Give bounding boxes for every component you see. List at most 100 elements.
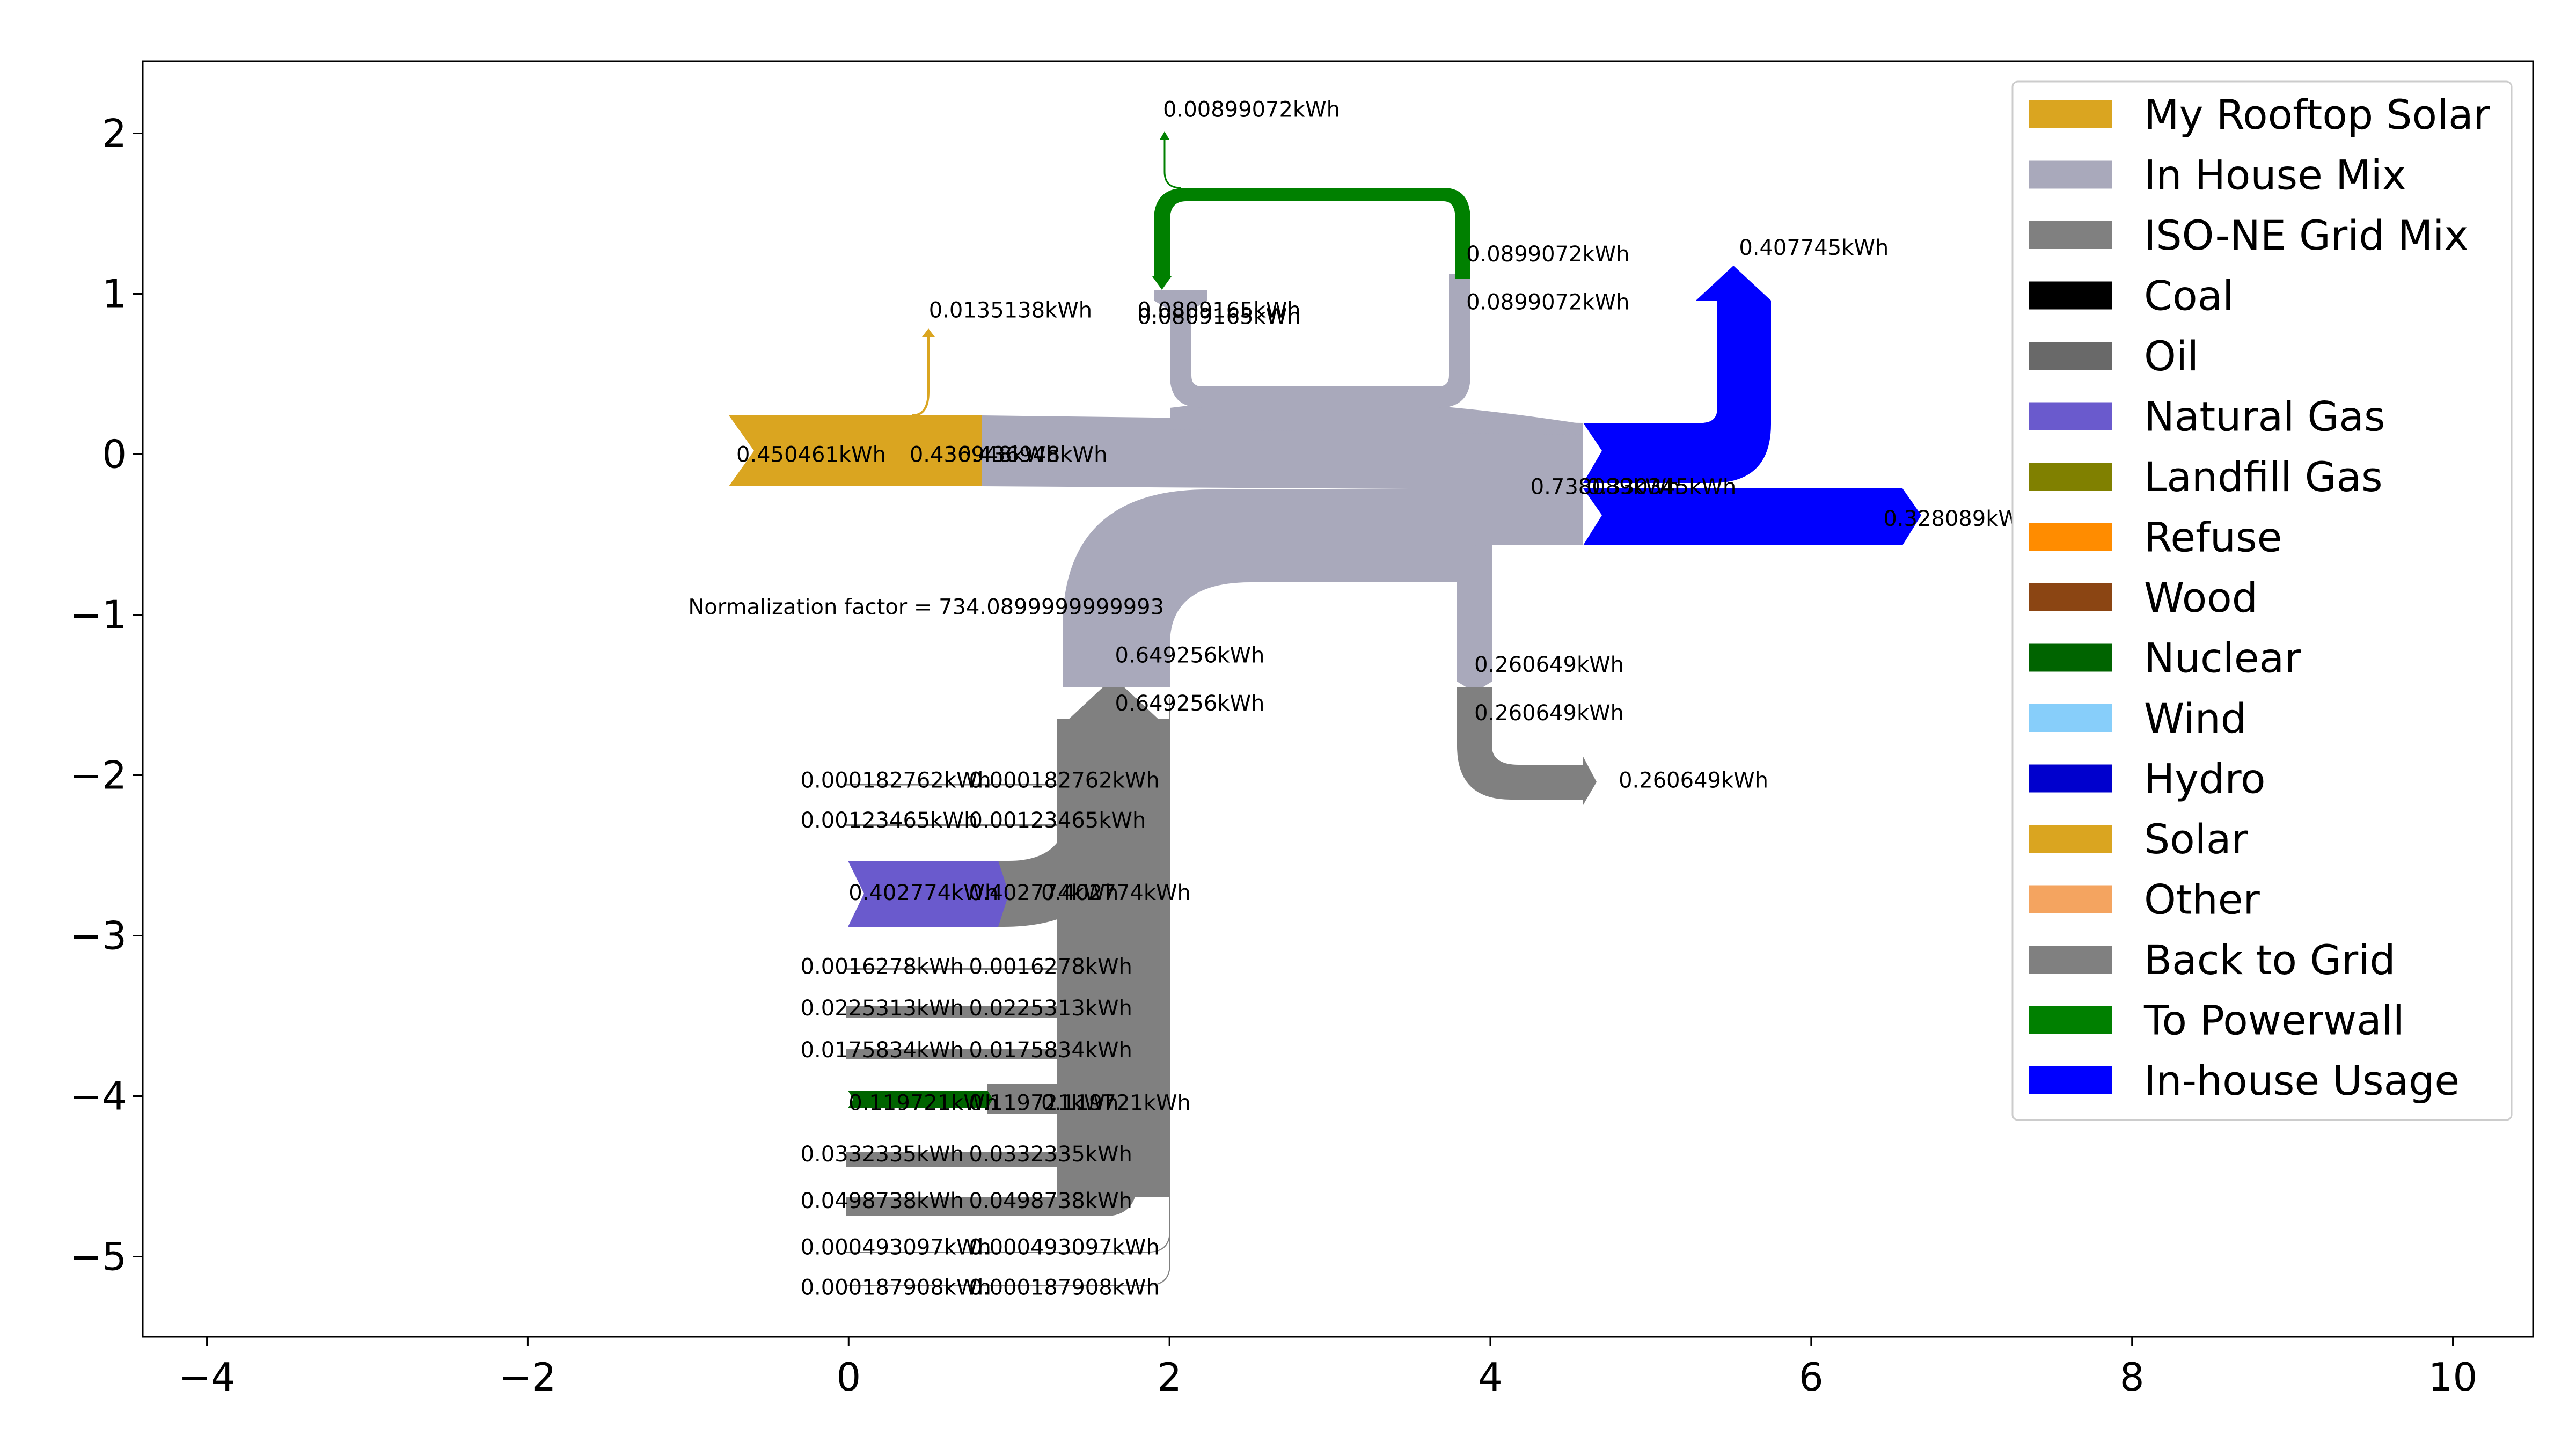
flow-value-label: 0.00899072kWh: [1163, 98, 1340, 122]
flow-value-label: 0.0332335kWh: [801, 1142, 964, 1167]
flow-labels: 0.00899072kWh 0.0135138kWh 0.0899072kWh 0.0…: [688, 98, 2033, 1300]
to-powerwall-arrow: [1152, 276, 1172, 290]
flow-value-label: 0.0899072kWh: [1466, 290, 1629, 314]
flow-value-label: 0.260649kWh: [1619, 768, 1768, 793]
legend-label: Nuclear: [2144, 634, 2301, 682]
legend-frame: [2011, 80, 2513, 1121]
legend-label: Natural Gas: [2144, 393, 2385, 441]
y-tick-label: 0: [102, 432, 127, 477]
flow-value-label: 0.000187908kWh: [969, 1275, 1159, 1300]
legend: My Rooftop Solar In House Mix ISO-NE Grid …: [2011, 80, 2513, 1121]
legend-swatch: [2029, 281, 2112, 310]
legend-swatch: [2029, 764, 2112, 793]
flow-value-label: 0.0225313kWh: [969, 996, 1132, 1021]
legend-label: My Rooftop Solar: [2144, 91, 2491, 138]
flow-value-label: 0.119721kWh: [969, 1091, 1118, 1115]
legend-label: Landfill Gas: [2144, 453, 2383, 501]
flow-value-label: 0.649256kWh: [1115, 643, 1264, 668]
back-to-grid-arrow: [1583, 757, 1597, 805]
sankey-flows: [729, 131, 1921, 1286]
legend-swatch: [2029, 463, 2112, 491]
legend-label: Wood: [2144, 574, 2258, 621]
y-tick-label: −4: [70, 1074, 127, 1119]
natural-gas-source: [848, 861, 1009, 927]
flow-value-label: 0.436948kWh: [958, 443, 1108, 467]
flow-value-label: 0.407745kWh: [1739, 236, 1889, 260]
back-to-grid-flow: [1457, 687, 1583, 800]
flow-value-label: 0.0498738kWh: [969, 1189, 1132, 1213]
legend-swatch: [2029, 583, 2112, 611]
flow-value-label: 0.0809165kWh: [1137, 304, 1300, 329]
feeder-solar: [846, 698, 1170, 1286]
y-tick-label: −2: [70, 753, 127, 798]
legend-swatch: [2029, 825, 2112, 853]
legend-swatch: [2029, 1066, 2112, 1094]
y-tick-label: −5: [70, 1234, 127, 1279]
flow-value-label: 0.00123465kWh: [801, 808, 978, 833]
flow-value-label: 0.0498738kWh: [801, 1189, 964, 1213]
x-tick-label: 0: [836, 1355, 861, 1400]
flow-value-label: Normalization factor = 734.0899999999993: [688, 595, 1164, 620]
x-tick-label: −2: [499, 1355, 556, 1400]
legend-swatch: [2029, 946, 2112, 974]
x-tick-label: −4: [179, 1355, 236, 1400]
in-house-usage-right: [1583, 488, 1921, 545]
legend-label: Oil: [2144, 332, 2199, 380]
legend-swatch: [2029, 523, 2112, 551]
legend-label: Refuse: [2144, 514, 2282, 561]
flow-value-label: 0.330345kWh: [1586, 474, 1736, 499]
legend-swatch: [2029, 100, 2112, 128]
grid-to-in-house: [1063, 489, 1492, 687]
legend-label: In House Mix: [2144, 151, 2406, 199]
in-house-mix-band: [982, 415, 1583, 545]
flow-value-label: 0.738089kWh: [1531, 474, 1680, 499]
in-house-mix-loop: [1170, 274, 1470, 408]
rooftop-solar-to-powerwall: [912, 335, 930, 416]
flow-value-label: 0.328089kWh: [1883, 507, 2033, 531]
x-tick-label: 2: [1157, 1355, 1182, 1400]
to-powerwall-loop: [1154, 188, 1470, 279]
legend-label: Solar: [2144, 815, 2248, 863]
flow-value-label: 0.00123465kWh: [969, 808, 1146, 833]
y-tick-label: 1: [102, 272, 127, 317]
grid-arrow-up: [1057, 677, 1170, 730]
y-axis: 2 1 0 −1 −2 −3 −4 −5: [70, 111, 143, 1279]
flow-value-label: 0.0016278kWh: [801, 954, 964, 979]
legend-label: Other: [2144, 876, 2260, 924]
in-house-usage-up: [1583, 301, 1771, 483]
in-house-mix-hump: [1170, 400, 1583, 435]
flow-value-label: 0.0225313kWh: [801, 996, 964, 1021]
natural-gas-to-grid: [998, 719, 1127, 927]
legend-swatch: [2029, 160, 2112, 189]
legend-swatch: [2029, 342, 2112, 370]
flow-value-label: 0.0175834kWh: [969, 1038, 1132, 1063]
flow-value-label: 0.119721kWh: [848, 1091, 998, 1115]
flow-value-label: 0.000493097kWh: [801, 1235, 991, 1260]
flow-value-label: 0.0016278kWh: [969, 954, 1132, 979]
flow-value-label: 0.260649kWh: [1474, 653, 1624, 677]
flow-value-label: 0.402774kWh: [969, 881, 1118, 905]
x-axis: −4 −2 0 2 4 6 8 10: [179, 1337, 2478, 1400]
legend-label: To Powerwall: [2143, 997, 2404, 1044]
flow-value-label: 0.0899072kWh: [1466, 242, 1629, 267]
flow-value-label: 0.000493097kWh: [969, 1235, 1159, 1260]
y-tick-label: −3: [70, 913, 127, 958]
legend-label: ISO-NE Grid Mix: [2144, 211, 2468, 259]
y-tick-label: 2: [102, 111, 127, 156]
legend-label: Wind: [2144, 694, 2246, 742]
x-tick-label: 6: [1799, 1355, 1824, 1400]
to-powerwall-branch-arrow: [1160, 131, 1169, 140]
to-powerwall-branch: [1163, 137, 1181, 189]
flow-value-label: 0.000187908kWh: [801, 1275, 991, 1300]
back-to-grid-band: [1449, 545, 1492, 682]
flow-value-label: 0.649256kWh: [1115, 691, 1264, 716]
flow-value-label: 0.0135138kWh: [929, 298, 1092, 323]
nuclear-source: [848, 1091, 993, 1108]
x-tick-label: 10: [2428, 1355, 2478, 1400]
rooftop-solar-source: [729, 415, 1009, 486]
x-tick-label: 4: [1478, 1355, 1503, 1400]
in-house-usage-up-arrow: [1696, 266, 1771, 301]
y-tick-label: −1: [70, 592, 127, 638]
flow-value-label: 0.436948kWh: [910, 443, 1059, 467]
legend-label: In-house Usage: [2144, 1057, 2460, 1104]
